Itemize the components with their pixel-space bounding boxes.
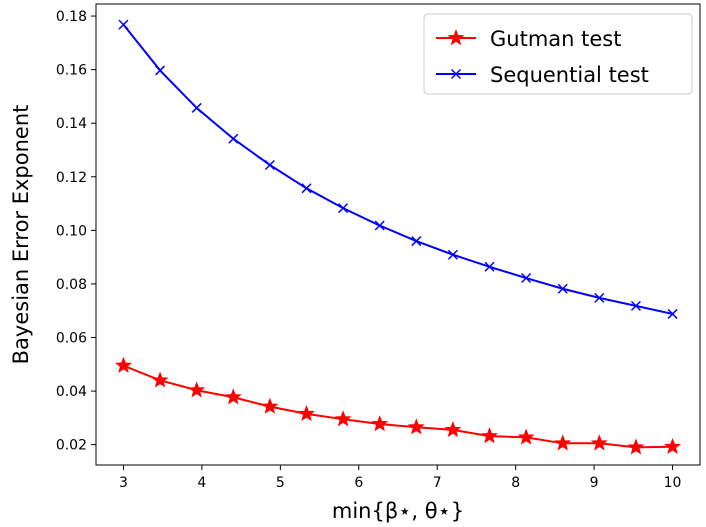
x-tick-label: 8 (511, 475, 520, 491)
data-point (338, 203, 349, 214)
series-gutman-test (114, 356, 682, 455)
series-layer (114, 19, 682, 455)
data-point (554, 434, 572, 451)
legend-entry: Sequential test (436, 63, 649, 87)
y-tick-label: 0.06 (56, 330, 87, 346)
y-axis-label: Bayesian Error Exponent (9, 105, 33, 365)
data-point (118, 19, 129, 30)
legend-entry: Gutman test (436, 27, 621, 51)
data-point (264, 159, 275, 171)
legend-box (423, 13, 693, 95)
data-point (298, 404, 315, 422)
x-axis-label: min{β⋆, θ⋆} (332, 499, 464, 523)
x-tick-label: 9 (590, 475, 599, 491)
legend-label: Sequential test (490, 63, 649, 87)
data-point (261, 397, 279, 414)
plot-frame (95, 3, 701, 466)
y-tick-label: 0.12 (56, 170, 87, 186)
data-point (151, 371, 169, 388)
data-point (557, 283, 568, 294)
data-point (590, 434, 608, 451)
legend-marker (447, 29, 465, 46)
y-tick-label: 0.08 (56, 277, 87, 293)
x-tick-label: 3 (119, 475, 128, 491)
data-point (155, 65, 166, 76)
x-tick-label: 10 (664, 475, 682, 491)
data-point (667, 308, 678, 319)
y-tick-label: 0.02 (56, 438, 87, 454)
series-line (122, 24, 673, 315)
data-point (371, 415, 389, 432)
data-point (407, 418, 425, 435)
x-tick-label: 5 (276, 475, 285, 491)
y-tick-label: 0.14 (56, 116, 87, 132)
y-tick-label: 0.04 (56, 384, 87, 400)
data-point (664, 437, 682, 454)
y-tick-label: 0.18 (56, 9, 87, 25)
data-point (114, 356, 132, 373)
x-tick-label: 6 (354, 475, 363, 491)
series-sequential-test (118, 19, 678, 319)
y-tick-label: 0.10 (56, 223, 87, 239)
data-point (224, 388, 242, 405)
data-point (301, 183, 312, 194)
y-tick-label: 0.16 (56, 63, 87, 79)
data-point (228, 133, 239, 144)
legend: Gutman test Sequential test (423, 13, 693, 95)
legend-label: Gutman test (490, 27, 621, 51)
data-point (517, 428, 535, 445)
legend-marker (450, 68, 462, 80)
data-point (594, 292, 605, 303)
x-tick-label: 7 (433, 475, 442, 491)
data-point (374, 220, 385, 231)
data-point (630, 300, 641, 311)
data-point (521, 272, 532, 284)
series-line (123, 364, 673, 449)
data-point (334, 410, 352, 427)
data-point (444, 421, 462, 438)
data-point (191, 102, 202, 113)
data-point (411, 236, 422, 247)
data-point (484, 261, 495, 272)
data-point (627, 438, 645, 455)
x-tick-label: 4 (197, 475, 206, 491)
data-point (481, 427, 498, 444)
data-point (188, 381, 206, 398)
data-point (447, 249, 458, 260)
ticks-layer: 3 4 5 6 7 8 9 10 0.02 0.04 0.06 0.08 0.10 0.12 0.14 0.1… (56, 9, 682, 491)
